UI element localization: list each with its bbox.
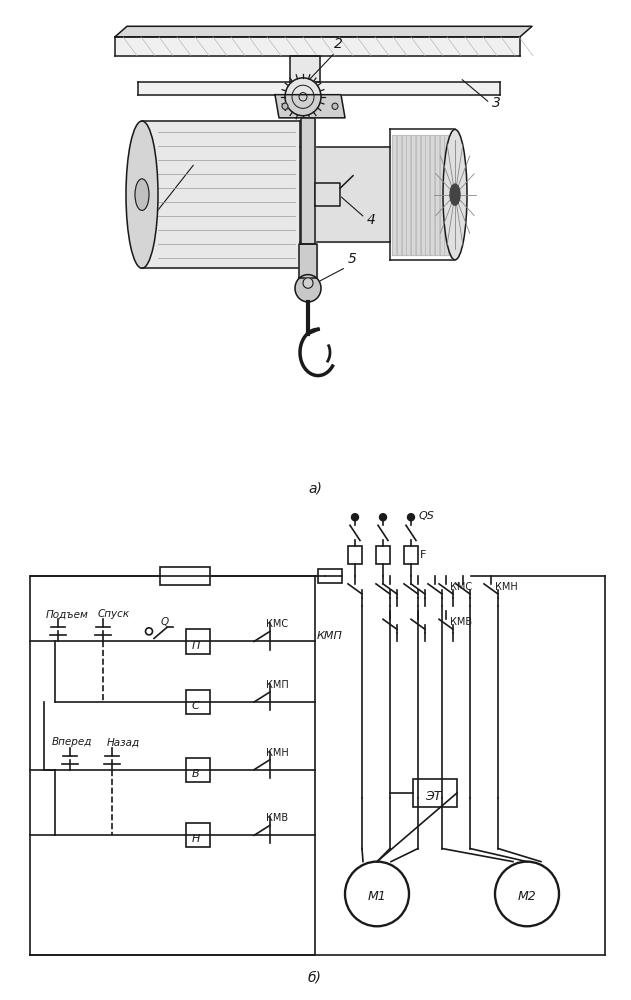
Text: С: С: [192, 701, 200, 711]
Text: ЭТ: ЭТ: [425, 790, 441, 803]
Text: Подъем: Подъем: [46, 609, 89, 619]
Bar: [186, 629, 210, 654]
Circle shape: [332, 103, 338, 109]
Polygon shape: [449, 135, 453, 255]
Circle shape: [351, 514, 358, 521]
Polygon shape: [138, 82, 500, 95]
Text: КМП: КМП: [317, 631, 343, 641]
Polygon shape: [411, 135, 415, 255]
Bar: [186, 690, 210, 714]
Text: КМС: КМС: [450, 582, 472, 592]
Text: Спуск: Спуск: [98, 609, 130, 619]
Circle shape: [303, 278, 313, 288]
Circle shape: [282, 103, 288, 109]
Bar: [348, 546, 362, 564]
Ellipse shape: [450, 184, 460, 205]
Polygon shape: [397, 135, 401, 255]
Bar: [186, 758, 210, 782]
Text: 2: 2: [334, 37, 343, 51]
Polygon shape: [435, 135, 439, 255]
Text: КМВ: КМВ: [266, 813, 288, 823]
Text: 5: 5: [348, 252, 357, 266]
Text: КМВ: КМВ: [450, 617, 472, 627]
Polygon shape: [406, 135, 410, 255]
Polygon shape: [444, 135, 448, 255]
Text: б): б): [308, 971, 322, 985]
Text: 4: 4: [367, 213, 375, 227]
Polygon shape: [392, 135, 396, 255]
Text: QS: QS: [419, 511, 435, 521]
Bar: [186, 823, 210, 847]
Text: КМС: КМС: [266, 619, 288, 629]
Text: Н: Н: [192, 834, 201, 844]
Polygon shape: [142, 121, 300, 268]
Polygon shape: [401, 135, 406, 255]
Circle shape: [295, 275, 321, 302]
Text: Назад: Назад: [107, 737, 140, 747]
Text: КМН: КМН: [266, 748, 289, 758]
Polygon shape: [115, 37, 520, 56]
Circle shape: [408, 514, 415, 521]
Bar: [160, 567, 210, 585]
Polygon shape: [290, 56, 320, 82]
Bar: [376, 546, 390, 564]
Text: П: П: [192, 641, 201, 651]
Text: а): а): [308, 481, 322, 495]
Text: В: В: [192, 769, 199, 779]
Bar: [404, 546, 418, 564]
Text: М2: М2: [518, 890, 537, 903]
Circle shape: [285, 78, 321, 116]
Bar: [413, 779, 457, 807]
Text: Q: Q: [161, 617, 169, 627]
Polygon shape: [315, 183, 340, 206]
Text: Вперед: Вперед: [52, 737, 92, 747]
Text: 3: 3: [492, 96, 500, 110]
Ellipse shape: [443, 129, 467, 260]
Polygon shape: [275, 95, 345, 118]
Polygon shape: [425, 135, 429, 255]
Polygon shape: [430, 135, 434, 255]
Text: КМП: КМП: [266, 680, 289, 690]
Ellipse shape: [126, 121, 158, 268]
Polygon shape: [300, 147, 390, 242]
Circle shape: [379, 514, 387, 521]
Polygon shape: [299, 244, 317, 278]
Text: F: F: [420, 550, 427, 560]
Text: 1: 1: [134, 222, 143, 236]
Polygon shape: [440, 135, 444, 255]
Polygon shape: [416, 135, 420, 255]
Ellipse shape: [135, 179, 149, 210]
Polygon shape: [301, 118, 315, 244]
Polygon shape: [115, 26, 532, 37]
Bar: [318, 569, 342, 583]
Text: КМН: КМН: [495, 582, 518, 592]
Text: М1: М1: [368, 890, 387, 903]
Polygon shape: [420, 135, 425, 255]
